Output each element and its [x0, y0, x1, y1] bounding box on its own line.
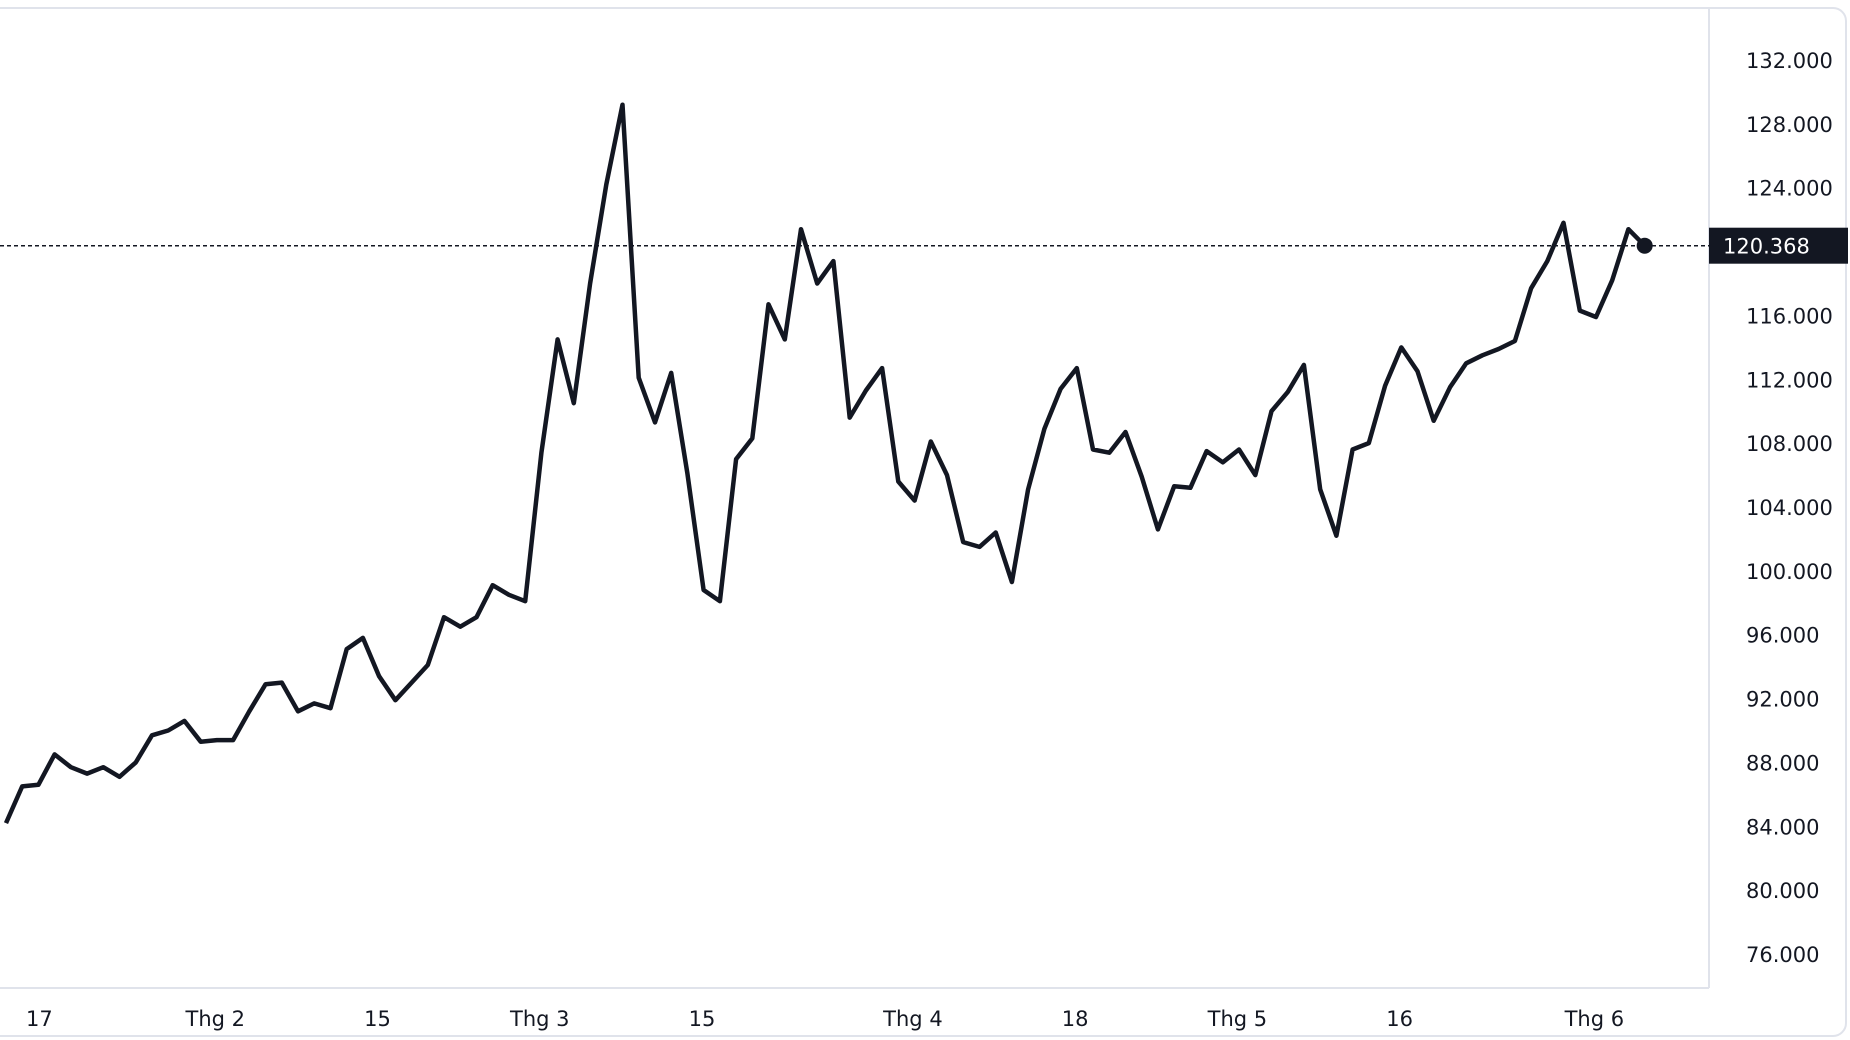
y-tick-label: 124.000 [1746, 177, 1833, 201]
y-axis[interactable]: 132.000 128.000 124.000 116.000 112.000 108.0… [1746, 49, 1833, 967]
y-tick-label: 80.000 [1746, 879, 1819, 903]
chart-frame [0, 7, 1847, 1037]
x-tick-label: Thg 2 [185, 1007, 246, 1031]
last-price-badge [1709, 227, 1848, 264]
x-tick-label: Thg 3 [509, 1007, 570, 1031]
y-tick-label: 96.000 [1746, 624, 1819, 648]
last-price-dot [1636, 237, 1653, 254]
y-tick-label: 112.000 [1746, 368, 1833, 392]
x-tick-label: Thg 6 [1564, 1007, 1625, 1031]
y-tick-label: 92.000 [1746, 688, 1819, 712]
y-tick-label: 132.000 [1746, 49, 1833, 73]
x-tick-label: 18 [1062, 1007, 1089, 1031]
y-tick-label: 104.000 [1746, 496, 1833, 520]
y-tick-label: 100.000 [1746, 560, 1833, 584]
x-tick-label: 15 [689, 1007, 716, 1031]
y-tick-label: 84.000 [1746, 815, 1819, 839]
y-tick-label: 76.000 [1746, 943, 1819, 967]
y-tick-label: 116.000 [1746, 304, 1833, 328]
price-series-line [3, 102, 1647, 825]
x-tick-label: 17 [26, 1007, 53, 1031]
x-axis[interactable]: 17 Thg 2 15 Thg 3 15 Thg 4 18 Thg 5 16 Thg 6 [26, 1007, 1624, 1031]
y-tick-label: 88.000 [1746, 751, 1819, 775]
x-tick-label: Thg 4 [882, 1007, 943, 1031]
last-price-label: 120.368 [1723, 235, 1810, 259]
x-tick-label: Thg 5 [1207, 1007, 1268, 1031]
y-tick-label: 128.000 [1746, 113, 1833, 137]
y-tick-label: 108.000 [1746, 432, 1833, 456]
x-tick-label: 16 [1386, 1007, 1413, 1031]
x-tick-label: 15 [364, 1007, 391, 1031]
